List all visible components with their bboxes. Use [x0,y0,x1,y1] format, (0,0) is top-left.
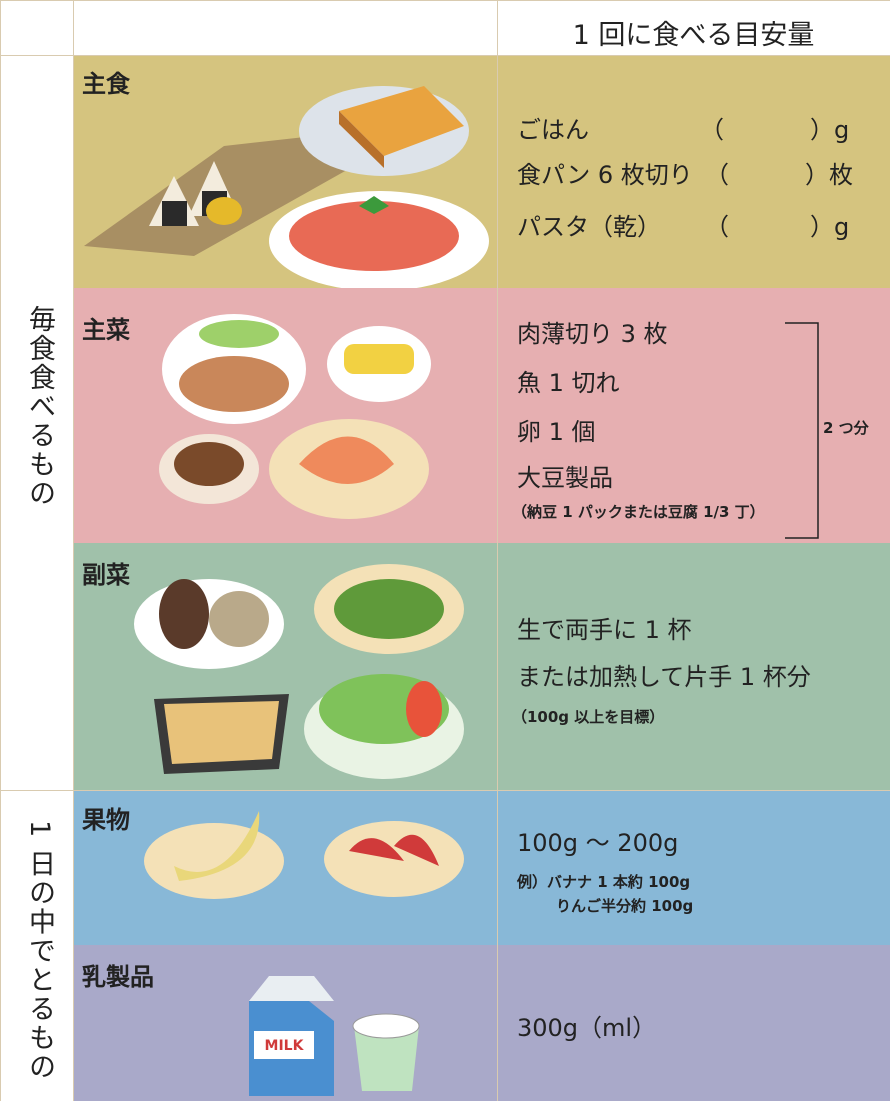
amount-text: 肉薄切り 3 枚 [517,320,668,348]
group-label: 1 日の中でとるもの [24,820,55,1082]
amount-text: パスタ（乾） [517,213,661,241]
amount-text: （ [705,213,729,241]
amount-note: 例）バナナ 1 本約 100g [517,873,691,891]
staple-illustration [84,86,489,288]
amount-text: 生で両手に 1 杯 [517,616,692,644]
amount-text: ）枚 [805,161,853,189]
amount-note: （100g 以上を目標） [512,708,665,726]
amount-text: 300g（ml） [517,1014,657,1042]
side-dish-illustration [134,564,464,779]
amount-note: りんご半分約 100g [556,897,694,915]
row-name: 主菜 [82,316,130,344]
amount-text: 大豆製品 [517,464,613,492]
row-name: 主食 [82,70,130,98]
bracket [785,322,819,539]
border [0,0,1,1101]
border [497,0,498,1101]
amount-text: ）g [810,116,850,144]
fruit-illustration [144,811,464,899]
main-dish-illustration [159,314,431,519]
amount-text: 食パン 6 枚切り [517,161,693,189]
row-name: 乳製品 [82,963,154,991]
border [0,0,890,1]
amount-text: （ [705,161,729,189]
row-bg [73,945,890,1101]
border [0,55,890,56]
border [0,790,890,791]
border [73,0,74,1101]
amount-text: または加熱して片手 1 杯分 [517,663,811,691]
svg-text:MILK: MILK [265,1038,305,1054]
amount-text: ）g [810,213,850,241]
amount-text: 100g 〜 200g [517,829,679,857]
amount-note: （納豆 1 パックまたは豆腐 1/3 丁） [512,503,765,521]
group-label: 毎食食べるもの [24,305,55,508]
row-name: 果物 [82,806,130,834]
dairy-illustration: MILK [249,976,420,1096]
amount-text: 卵 1 個 [517,418,596,446]
header-title: 1 回に食べる目安量 [572,20,815,51]
amount-text: ごはん [517,116,589,144]
amount-text: 魚 1 切れ [517,369,620,397]
row-name: 副菜 [82,561,130,589]
bracket-label: 2 つ分 [823,419,869,437]
amount-text: （ [700,116,724,144]
